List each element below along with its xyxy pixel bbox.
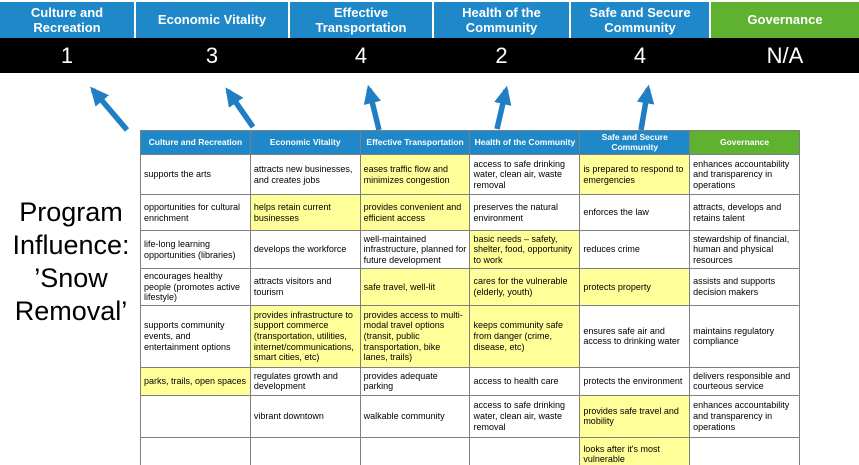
summary-score-6: N/A xyxy=(766,42,804,68)
matrix-cell: looks after it's most vulnerable xyxy=(579,436,691,465)
matrix-cell: opportunities for cultural enrichment xyxy=(140,194,251,231)
influence-arrow-4 xyxy=(494,85,512,130)
matrix-cell: basic needs – safety, shelter, food, opp… xyxy=(469,230,581,269)
matrix-header-6: Governance xyxy=(689,130,800,155)
matrix-cell: provides infrastructure to support comme… xyxy=(249,304,361,368)
matrix-cell: vibrant downtown xyxy=(249,394,361,438)
matrix-cell: provides convenient and efficient access xyxy=(359,194,471,231)
matrix-header-4: Health of the Community xyxy=(469,130,581,155)
matrix-cell: access to safe drinking water, clean air… xyxy=(469,394,581,438)
matrix-row-3: life-long learning opportunities (librar… xyxy=(140,230,800,269)
matrix-cell: protects property xyxy=(579,268,691,306)
matrix-cell: provides access to multi-modal travel op… xyxy=(359,304,471,368)
influence-arrow-2 xyxy=(225,87,256,129)
matrix-cell: parks, trails, open spaces xyxy=(140,366,251,396)
summary-category-2: Economic Vitality xyxy=(136,2,288,38)
matrix-cell: assists and supports decision makers xyxy=(689,268,800,306)
matrix-cell: keeps community safe from danger (crime,… xyxy=(469,304,581,368)
matrix-cell: access to health care xyxy=(469,366,581,396)
summary-category-5: Safe and Secure Community xyxy=(571,2,709,38)
matrix-header-row: Culture and Recreation Economic Vitality E… xyxy=(140,130,800,155)
matrix-cell xyxy=(140,436,251,465)
summary-category-4: Health of the Community xyxy=(434,2,569,38)
matrix-cell xyxy=(469,436,581,465)
matrix-row-8: looks after it's most vulnerable xyxy=(140,436,800,465)
matrix-cell: cares for the vulnerable (elderly, youth… xyxy=(469,268,581,306)
influence-arrows xyxy=(90,84,655,132)
summary-category-6: Governance xyxy=(711,2,859,38)
matrix-cell: well-maintained infrastructure, planned … xyxy=(359,230,471,269)
matrix-row-4: encourages healthy people (promotes acti… xyxy=(140,268,800,306)
matrix-row-1: supports the arts attracts new businesses… xyxy=(140,154,800,195)
matrix-cell: eases traffic flow and minimizes congest… xyxy=(359,154,471,195)
matrix-header-2: Economic Vitality xyxy=(249,130,361,155)
program-influence-table: Culture and Recreation Economic Vitality E… xyxy=(140,130,800,465)
influence-arrow-5 xyxy=(636,84,655,131)
matrix-body: supports the arts attracts new businesses… xyxy=(140,154,800,465)
summary-score-2: 3 xyxy=(205,42,219,68)
summary-category-3: Effective Transportation xyxy=(290,2,432,38)
matrix-cell: enforces the law xyxy=(579,194,691,231)
matrix-cell: preserves the natural environment xyxy=(469,194,581,231)
matrix-cell: enhances accountability and transparency… xyxy=(689,394,800,438)
matrix-cell: helps retain current businesses xyxy=(249,194,361,231)
matrix-cell xyxy=(689,436,800,465)
matrix-header-1: Culture and Recreation xyxy=(140,130,251,155)
matrix-cell: access to safe drinking water, clean air… xyxy=(469,154,581,195)
matrix-cell: stewardship of financial, human and phys… xyxy=(689,230,800,269)
matrix-cell: attracts, develops and retains talent xyxy=(689,194,800,231)
matrix-row-6: parks, trails, open spaces regulates grow… xyxy=(140,366,800,396)
slide-title-line-2: Influence: xyxy=(12,229,130,260)
summary-score-5: 4 xyxy=(633,42,647,68)
matrix-header-3: Effective Transportation xyxy=(359,130,471,155)
matrix-cell xyxy=(140,394,251,438)
slide-title-line-4: Removal’ xyxy=(14,295,128,326)
matrix-cell: regulates growth and development xyxy=(249,366,361,396)
matrix-cell: provides safe travel and mobility xyxy=(579,394,691,438)
matrix-cell: reduces crime xyxy=(579,230,691,269)
score-row: 1 3 4 2 4 N/A xyxy=(0,38,859,73)
matrix-cell: attracts new businesses, and creates job… xyxy=(249,154,361,195)
matrix-cell: develops the workforce xyxy=(249,230,361,269)
summary-score-4: 2 xyxy=(495,42,508,68)
matrix-cell: maintains regulatory compliance xyxy=(689,304,800,368)
influence-arrow-1 xyxy=(90,86,130,132)
matrix-cell: supports community events, and entertain… xyxy=(140,304,251,368)
matrix-cell: provides adequate parking xyxy=(359,366,471,396)
matrix-cell: delivers responsible and courteous servi… xyxy=(689,366,800,396)
summary-score-3: 4 xyxy=(354,42,368,68)
matrix-cell: supports the arts xyxy=(140,154,251,195)
matrix-cell: walkable community xyxy=(359,394,471,438)
matrix-cell: safe travel, well-lit xyxy=(359,268,471,306)
matrix-cell: is prepared to respond to emergencies xyxy=(579,154,691,195)
slide-title-line-1: Program xyxy=(19,197,123,227)
matrix-header-5: Safe and Secure Community xyxy=(579,130,691,155)
matrix-cell: ensures safe air and access to drinking … xyxy=(579,304,691,368)
matrix-cell: encourages healthy people (promotes acti… xyxy=(140,268,251,306)
slide-title: Program Influence: ’Snow Removal’ xyxy=(0,196,142,328)
summary-score-1: 1 xyxy=(60,42,74,68)
matrix-cell: attracts visitors and tourism xyxy=(249,268,361,306)
matrix-cell: protects the environment xyxy=(579,366,691,396)
matrix-cell: life-long learning opportunities (librar… xyxy=(140,230,251,269)
matrix-row-5: supports community events, and entertain… xyxy=(140,304,800,368)
matrix-row-2: opportunities for cultural enrichment hel… xyxy=(140,194,800,231)
matrix-cell: enhances accountability and transparency… xyxy=(689,154,800,195)
slide-title-line-3: ’Snow xyxy=(34,262,108,293)
matrix-row-7: vibrant downtown walkable community access… xyxy=(140,394,800,438)
influence-arrow-3 xyxy=(363,84,382,131)
summary-header-row: Culture and Recreation Economic Vitality E… xyxy=(0,2,859,38)
matrix-cell xyxy=(249,436,361,465)
summary-category-1: Culture and Recreation xyxy=(0,2,134,38)
matrix-cell xyxy=(359,436,471,465)
